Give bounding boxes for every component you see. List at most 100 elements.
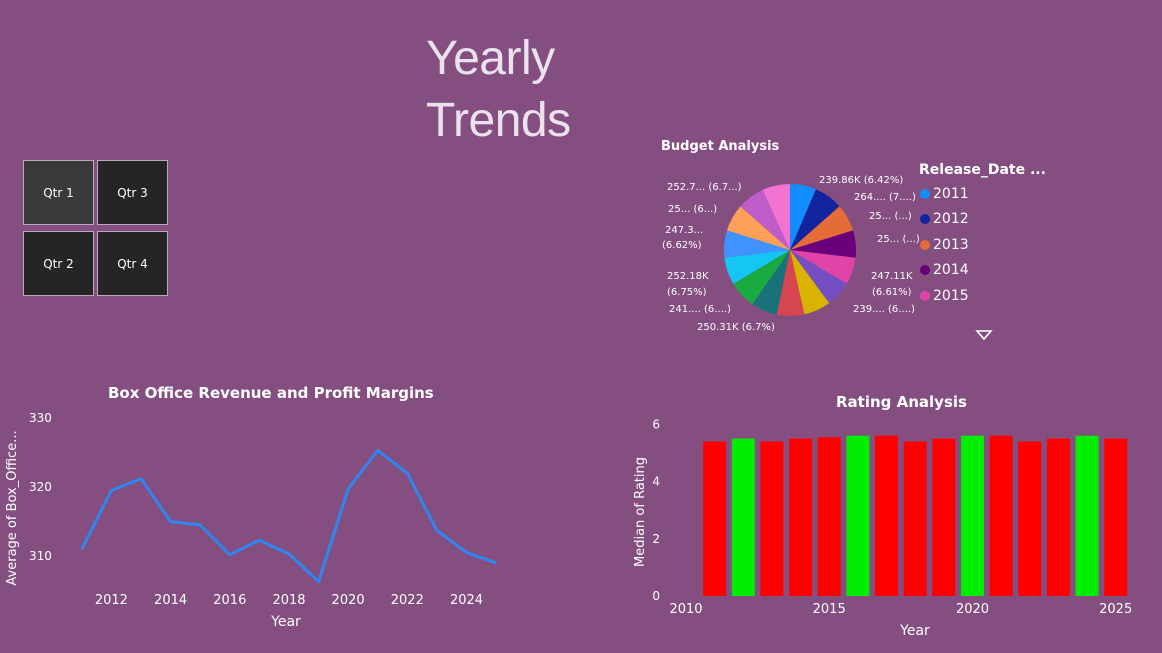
pie-slice-0[interactable] bbox=[790, 184, 816, 250]
pie-label-2019-percent: (6.75%) bbox=[667, 287, 707, 298]
pie-slice-13[interactable] bbox=[740, 189, 790, 250]
line-y-ticks: 310 320 330 bbox=[29, 411, 52, 563]
pie-label-2012: 264.... (7....) bbox=[854, 192, 916, 203]
line-x-ticks: 2012 2014 2016 2018 2020 2022 2024 bbox=[95, 593, 483, 608]
page-title: Yearly Trends bbox=[426, 28, 626, 152]
box-office-series-line bbox=[80, 448, 497, 584]
rating-bar-2023[interactable] bbox=[1046, 438, 1070, 596]
pie-slices bbox=[724, 184, 856, 317]
pie-data-labels: 239.86K (6.42%) 264.... (7....) 25... (.… bbox=[662, 175, 920, 333]
line-x-tick-label: 2024 bbox=[450, 593, 483, 608]
pie-label-2016: 239.... (6....) bbox=[853, 304, 915, 315]
legend-label-2011: 2011 bbox=[933, 186, 969, 202]
bar-x-tick-label: 2025 bbox=[1099, 602, 1132, 617]
legend-label-2012: 2012 bbox=[933, 211, 969, 227]
pie-slice-12[interactable] bbox=[726, 206, 790, 250]
bar-y-tick-label: 4 bbox=[652, 475, 660, 489]
pie-label-2015-value: 247.11K bbox=[871, 271, 913, 282]
pie-slice-9[interactable] bbox=[733, 250, 790, 305]
legend-label-2015: 2015 bbox=[933, 288, 969, 304]
bar-y-ticks: 0 2 4 6 bbox=[652, 417, 660, 603]
pie-label-2014: 25... (...) bbox=[877, 234, 920, 245]
legend-item-2011[interactable]: 2011 bbox=[920, 186, 969, 202]
rating-bar-2014[interactable] bbox=[789, 438, 813, 596]
rating-bar-2022[interactable] bbox=[1018, 441, 1042, 597]
line-x-tick-label: 2018 bbox=[272, 593, 305, 608]
triangle-down-icon[interactable] bbox=[975, 329, 993, 341]
rating-bar-2012[interactable] bbox=[731, 438, 755, 596]
page-title-line-1: Yearly bbox=[426, 32, 555, 85]
rating-bar-2020[interactable] bbox=[961, 435, 984, 596]
qtr-3-button[interactable]: Qtr 3 bbox=[97, 160, 168, 225]
line-y-tick-label: 320 bbox=[29, 480, 52, 494]
bar-x-tick-label: 2010 bbox=[669, 602, 702, 617]
rating-bar-2016[interactable] bbox=[846, 435, 870, 596]
rating-bar-2021[interactable] bbox=[989, 435, 1013, 596]
bar-rects bbox=[703, 435, 1128, 597]
rating-bar-2017[interactable] bbox=[875, 435, 898, 596]
pie-slice-14[interactable] bbox=[762, 184, 790, 250]
bar-y-tick-label: 0 bbox=[652, 589, 660, 603]
pie-slice-7[interactable] bbox=[776, 250, 805, 317]
quarter-slicer: Qtr 1 Qtr 3 Qtr 2 Qtr 4 bbox=[22, 159, 174, 301]
pie-label-2018: 241.... (6....) bbox=[669, 304, 731, 315]
pie-slice-2[interactable] bbox=[790, 206, 853, 250]
pie-slice-5[interactable] bbox=[790, 250, 847, 304]
line-x-axis-label: Year bbox=[270, 614, 301, 630]
budget-analysis-title: Budget Analysis bbox=[661, 139, 780, 154]
pie-slice-10[interactable] bbox=[724, 250, 790, 284]
legend-item-2014[interactable]: 2014 bbox=[920, 262, 969, 278]
page-title-line-2: Trends bbox=[426, 94, 571, 147]
legend-dot-2011 bbox=[920, 189, 930, 199]
rating-bar-2025[interactable] bbox=[1104, 438, 1128, 596]
bar-x-ticks: 2010 2015 2020 2025 bbox=[669, 602, 1132, 617]
pie-label-2020-percent: (6.62%) bbox=[662, 240, 702, 251]
rating-bar-2015[interactable] bbox=[817, 437, 841, 596]
line-chart-title: Box Office Revenue and Profit Margins bbox=[108, 384, 434, 402]
pie-slice-1[interactable] bbox=[790, 189, 840, 250]
pie-slice-11[interactable] bbox=[724, 230, 790, 258]
qtr-1-button[interactable]: Qtr 1 bbox=[23, 160, 94, 225]
qtr-4-button[interactable]: Qtr 4 bbox=[97, 231, 168, 296]
bar-x-tick-label: 2015 bbox=[813, 602, 846, 617]
legend-item-2015[interactable]: 2015 bbox=[920, 288, 969, 304]
bar-chart-title-text: Rating Analysis bbox=[836, 393, 967, 411]
bar-chart-title: Rating Analysis bbox=[836, 393, 967, 411]
rating-bar-2011[interactable] bbox=[703, 441, 727, 597]
bar-y-tick-label: 2 bbox=[652, 532, 660, 546]
line-x-tick-label: 2016 bbox=[213, 593, 246, 608]
line-y-tick-label: 310 bbox=[29, 549, 52, 563]
bar-y-tick-label: 6 bbox=[652, 417, 660, 431]
pie-label-2019-value: 252.18K bbox=[667, 271, 709, 282]
line-chart-title-text: Box Office Revenue and Profit Margins bbox=[108, 384, 434, 402]
pie-label-2013: 25... (...) bbox=[869, 211, 912, 222]
legend-item-2012[interactable]: 2012 bbox=[920, 211, 969, 227]
pie-label-2020-value: 247.3... bbox=[665, 225, 703, 236]
rating-bar-2024[interactable] bbox=[1075, 435, 1099, 596]
pie-legend-title: Release_Date ... bbox=[919, 162, 1046, 178]
pie-slice-8[interactable] bbox=[752, 250, 790, 315]
pie-label-2021: 25... (6...) bbox=[668, 204, 717, 215]
rating-bar-2019[interactable] bbox=[932, 438, 956, 596]
bar-x-tick-label: 2020 bbox=[956, 602, 989, 617]
pie-slice-4[interactable] bbox=[790, 250, 856, 284]
qtr-2-button[interactable]: Qtr 2 bbox=[23, 231, 94, 296]
rating-bar-2013[interactable] bbox=[760, 441, 784, 597]
legend-item-2013[interactable]: 2013 bbox=[920, 237, 969, 253]
pie-label-2022: 252.7... (6.7...) bbox=[667, 182, 742, 193]
line-y-axis-label: Average of Box_Office... bbox=[5, 430, 20, 585]
pie-slice-6[interactable] bbox=[790, 250, 830, 315]
pie-label-2017: 250.31K (6.7%) bbox=[697, 322, 775, 333]
line-x-tick-label: 2022 bbox=[391, 593, 424, 608]
rating-bar-2018[interactable] bbox=[903, 441, 927, 597]
legend-label-2014: 2014 bbox=[933, 262, 969, 278]
line-x-tick-label: 2020 bbox=[332, 593, 365, 608]
legend-dot-2013 bbox=[920, 240, 930, 250]
bar-x-axis-label: Year bbox=[899, 623, 930, 639]
pie-slice-3[interactable] bbox=[790, 230, 856, 258]
line-x-tick-label: 2014 bbox=[154, 593, 187, 608]
legend-dot-2015 bbox=[920, 291, 930, 301]
